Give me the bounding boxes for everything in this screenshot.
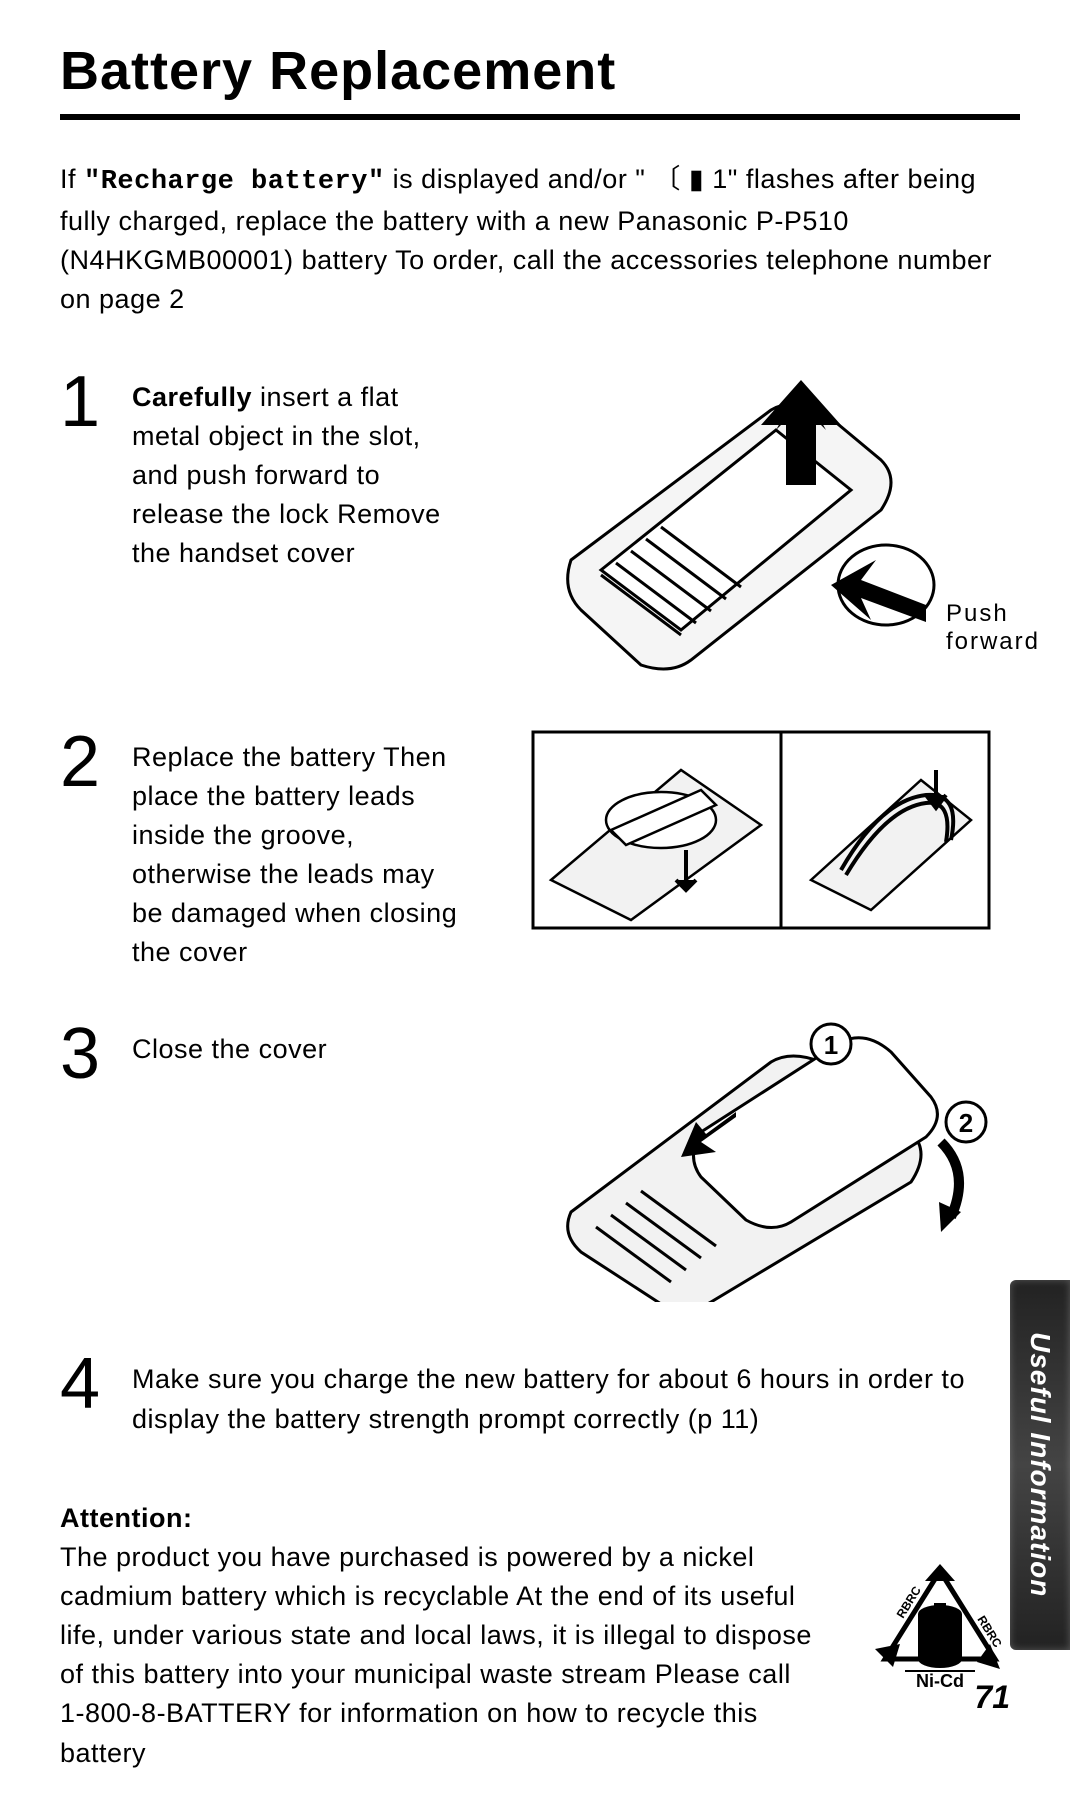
page-title: Battery Replacement [60,40,1020,120]
step-4-number: 4 [60,1352,132,1417]
step-1-figure: Push forward [502,370,1020,680]
attention-phone: 1-800-8-BATTERY [60,1698,291,1728]
step-2-number: 2 [60,730,132,795]
side-tab: Useful Information [1010,1280,1070,1650]
attention-body-before: The product you have purchased is powere… [60,1542,812,1689]
battery-icon: 〔 ▮ [653,164,704,194]
intro-icon-suffix: 1 [704,164,728,194]
step-2-figure [502,730,1020,973]
attention-block: Attention: The product you have purchase… [60,1499,1020,1773]
page-number: 71 [974,1679,1010,1716]
step-3-number: 3 [60,1022,132,1087]
intro-mid: is displayed and/or " [385,164,654,194]
side-tab-label: Useful Information [1024,1332,1056,1597]
intro-prefix: If [60,164,84,194]
step-3-text: Close the cover [132,1022,472,1302]
step-1-lead: Carefully [132,382,252,412]
step-1-text: Carefully insert a flat metal object in … [132,370,472,680]
step-1-number: 1 [60,370,132,435]
intro-quoted: "Recharge battery" [84,167,385,197]
callout-1: 1 [824,1030,838,1060]
intro-paragraph: If "Recharge battery" is displayed and/o… [60,160,1020,320]
nicd-label: Ni-Cd [916,1671,964,1691]
attention-heading: Attention: [60,1503,192,1533]
step-4-text: Make sure you charge the new battery for… [132,1352,1020,1438]
step-2-text: Replace the battery Then place the batte… [132,730,472,973]
step-2: 2 Replace the battery Then place the bat… [60,730,1020,973]
step-3: 3 Close the cover [60,1022,1020,1302]
callout-2: 2 [959,1108,973,1138]
step-3-figure: 1 2 [502,1022,1020,1302]
recycle-icon: RBRC RBRC Ni-Cd [860,1499,1020,1773]
step-1: 1 Carefully insert a flat metal object i… [60,370,1020,680]
push-label-1: Push [946,600,1040,628]
push-label-2: forward [946,628,1040,656]
step-4: 4 Make sure you charge the new battery f… [60,1352,1020,1438]
